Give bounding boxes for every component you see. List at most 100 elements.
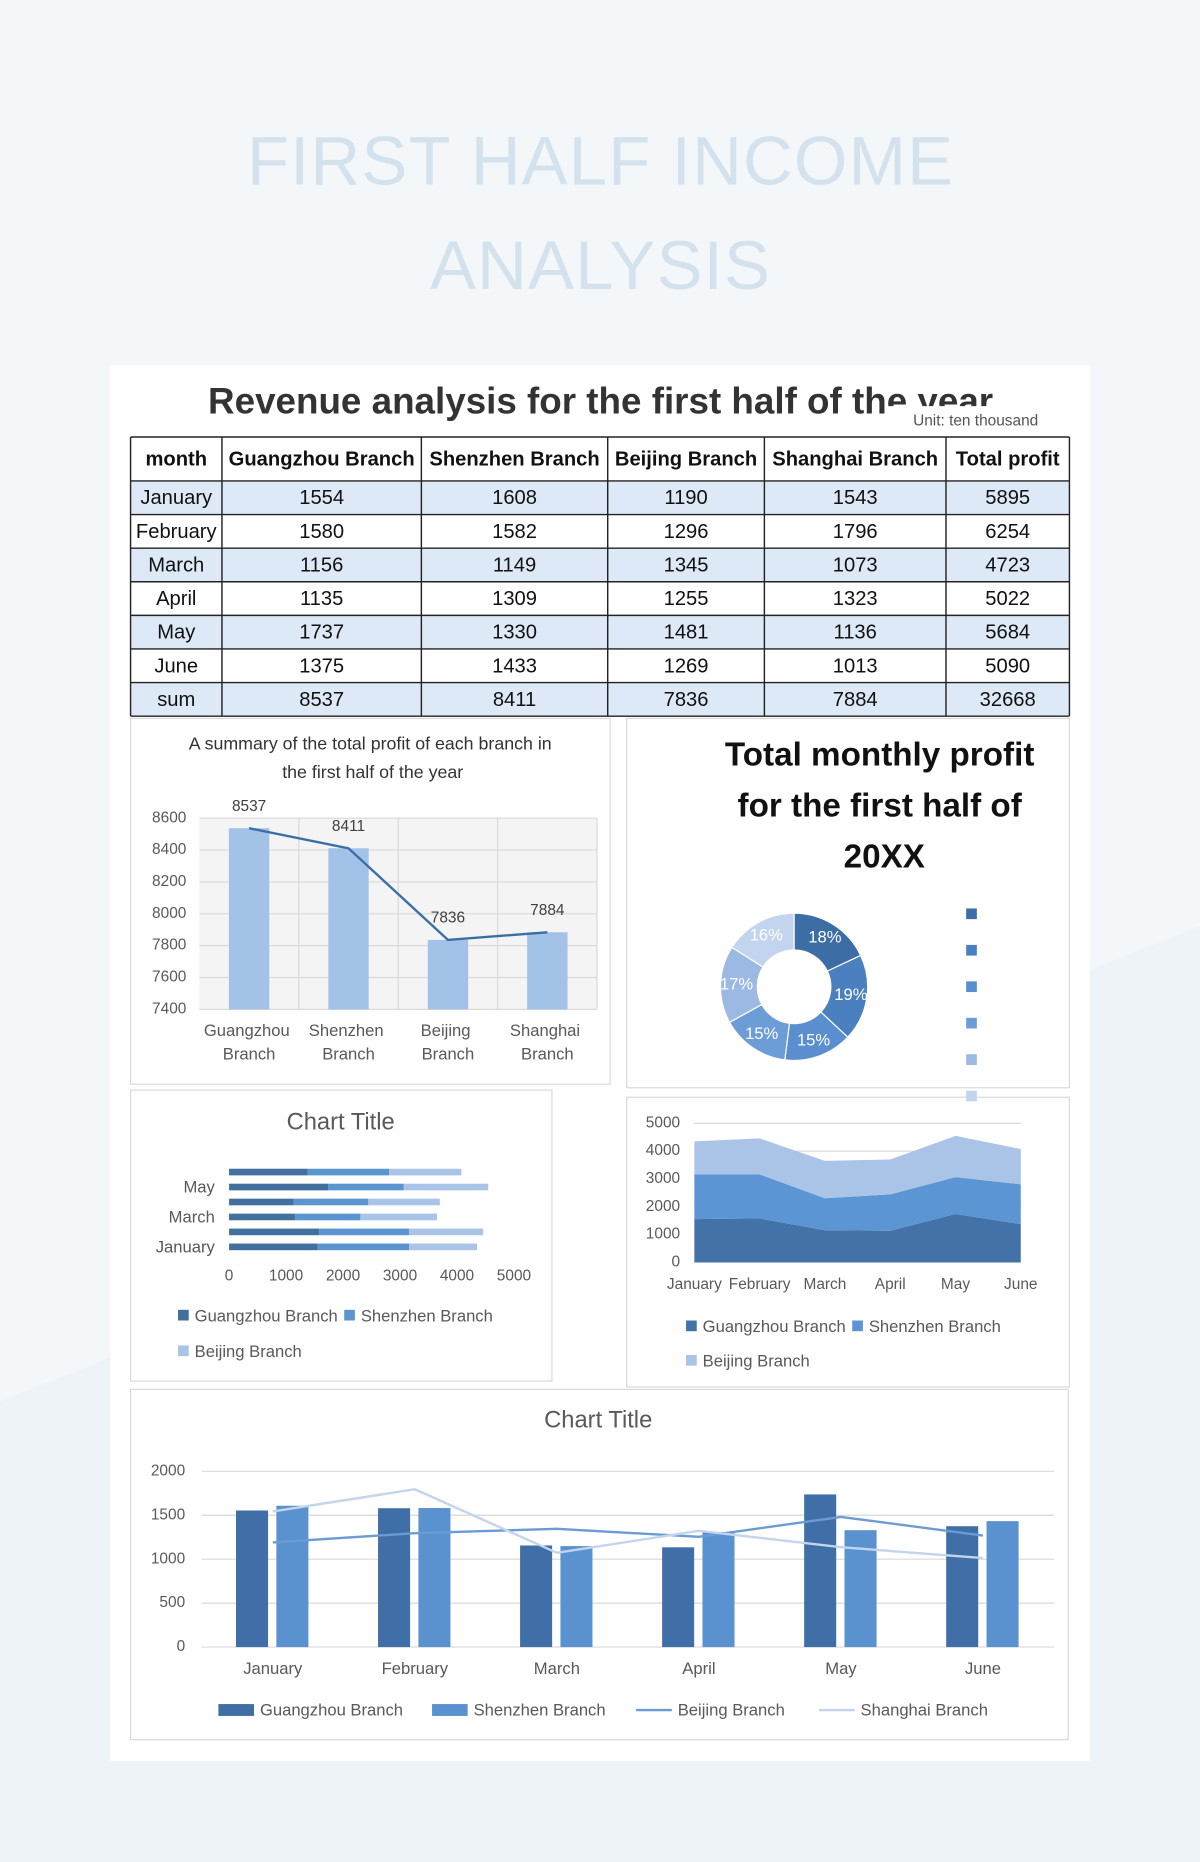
y-tick-label: 3000: [646, 1170, 680, 1187]
legend-marker: [966, 1090, 977, 1102]
x-tick-label: Guangzhou Branch: [204, 1021, 294, 1064]
table-cell: 1543: [833, 487, 878, 509]
table-cell: 8411: [493, 689, 536, 711]
table-cell: 1481: [664, 622, 709, 644]
table-cell: 7884: [833, 689, 878, 711]
y-tick-label: March: [169, 1208, 215, 1227]
legend-marker: [966, 944, 977, 956]
legend-label: Guangzhou Branch: [260, 1701, 403, 1720]
bar: [560, 1546, 593, 1648]
y-tick-label: 2000: [646, 1198, 680, 1215]
x-tick-label: 1000: [269, 1268, 303, 1285]
x-tick-label: March: [804, 1276, 847, 1293]
legend-marker: [344, 1309, 355, 1321]
chart-title: Total monthly profit for the first half …: [725, 736, 1044, 875]
data-label: 15%: [745, 1024, 778, 1043]
table-cell: 8537: [299, 689, 344, 711]
table-cell: 5684: [985, 622, 1030, 644]
x-tick-label: March: [534, 1659, 580, 1678]
x-tick-label: January: [667, 1276, 722, 1293]
legend-marker: [686, 1354, 697, 1366]
table-cell: April: [156, 588, 196, 610]
y-tick-label: 0: [672, 1253, 681, 1270]
area: [694, 1214, 1021, 1263]
table-header: Shanghai Branch: [772, 448, 938, 470]
y-tick-label: 500: [159, 1594, 185, 1611]
data-label: 7884: [530, 902, 565, 919]
bar-segment: [229, 1213, 295, 1221]
data-label: 7836: [431, 910, 465, 927]
table-cell: 1149: [493, 554, 536, 576]
bar-segment: [293, 1198, 369, 1206]
table-cell: 1296: [664, 521, 709, 543]
data-label: 8411: [332, 818, 365, 835]
x-tick-label: June: [965, 1659, 1001, 1678]
legend-marker: [966, 1054, 977, 1065]
bar: [946, 1526, 979, 1648]
table-cell: 1375: [299, 655, 344, 677]
table-cell: 6254: [985, 521, 1030, 543]
x-tick-label: June: [1004, 1276, 1037, 1293]
line: [272, 1488, 984, 1560]
table-cell: 1330: [492, 622, 537, 644]
table-cell: 1255: [664, 588, 709, 610]
legend-label: Beijing Branch: [678, 1701, 785, 1720]
bar: [527, 932, 568, 1010]
table-title: Revenue analysis for the first half of t…: [208, 380, 993, 421]
table-cell: 1269: [664, 655, 709, 677]
table-header: month: [145, 448, 207, 470]
legend-label: Guangzhou Branch: [703, 1317, 846, 1336]
legend-marker: [686, 1320, 697, 1332]
data-label: 19%: [834, 985, 867, 1004]
table-row-bg: [130, 480, 1070, 515]
x-tick-label: February: [382, 1659, 449, 1678]
data-label: 15%: [797, 1030, 830, 1049]
table-header: Total profit: [956, 448, 1060, 470]
bar: [986, 1521, 1019, 1648]
table-cell: 1554: [299, 487, 344, 509]
y-tick-label: 7400: [152, 1000, 186, 1017]
x-tick-label: 5000: [497, 1268, 531, 1285]
table-cell: February: [136, 521, 218, 543]
table-cell: June: [154, 655, 198, 677]
bar-segment: [229, 1243, 318, 1251]
bar-segment: [229, 1198, 294, 1206]
legend-marker: [178, 1345, 189, 1357]
y-tick-label: 1000: [151, 1550, 185, 1567]
table-header: Guangzhou Branch: [229, 448, 415, 470]
legend-marker: [966, 1017, 977, 1029]
bar-segment: [368, 1198, 440, 1206]
table-row-bg: [130, 615, 1070, 649]
table-cell: 1135: [300, 588, 343, 610]
legend-label: Shanghai Branch: [861, 1701, 988, 1720]
bar: [520, 1545, 553, 1648]
y-tick-label: January: [156, 1237, 216, 1256]
x-tick-label: 3000: [383, 1268, 417, 1285]
table-cell: 1013: [833, 655, 878, 677]
table-header: Beijing Branch: [615, 448, 757, 470]
data-label: 18%: [808, 928, 841, 947]
y-tick-label: 2000: [151, 1462, 185, 1479]
table-cell: 7836: [664, 689, 709, 711]
y-tick-label: 1000: [646, 1226, 680, 1243]
bar: [378, 1508, 411, 1648]
table-cell: 1073: [833, 554, 878, 576]
x-tick-label: January: [243, 1659, 303, 1678]
table-cell: 5022: [985, 588, 1030, 610]
bar-segment: [403, 1183, 489, 1191]
donut-slice: [731, 912, 795, 968]
x-tick-label: 2000: [326, 1268, 360, 1285]
bar-segment: [307, 1168, 390, 1176]
chart-title: A summary of the total profit of each br…: [189, 733, 557, 782]
trend-line: [248, 827, 548, 942]
legend-marker: [432, 1704, 468, 1716]
table-cell: 1796: [833, 521, 878, 543]
table-cell: sum: [157, 689, 195, 711]
table-cell: May: [157, 622, 196, 644]
bar-segment: [317, 1243, 410, 1251]
bar-segment: [229, 1183, 329, 1191]
legend-label: Beijing Branch: [195, 1342, 302, 1361]
legend-label: Shenzhen Branch: [361, 1306, 493, 1325]
legend-label: Guangzhou Branch: [195, 1306, 338, 1325]
bar: [702, 1532, 735, 1648]
